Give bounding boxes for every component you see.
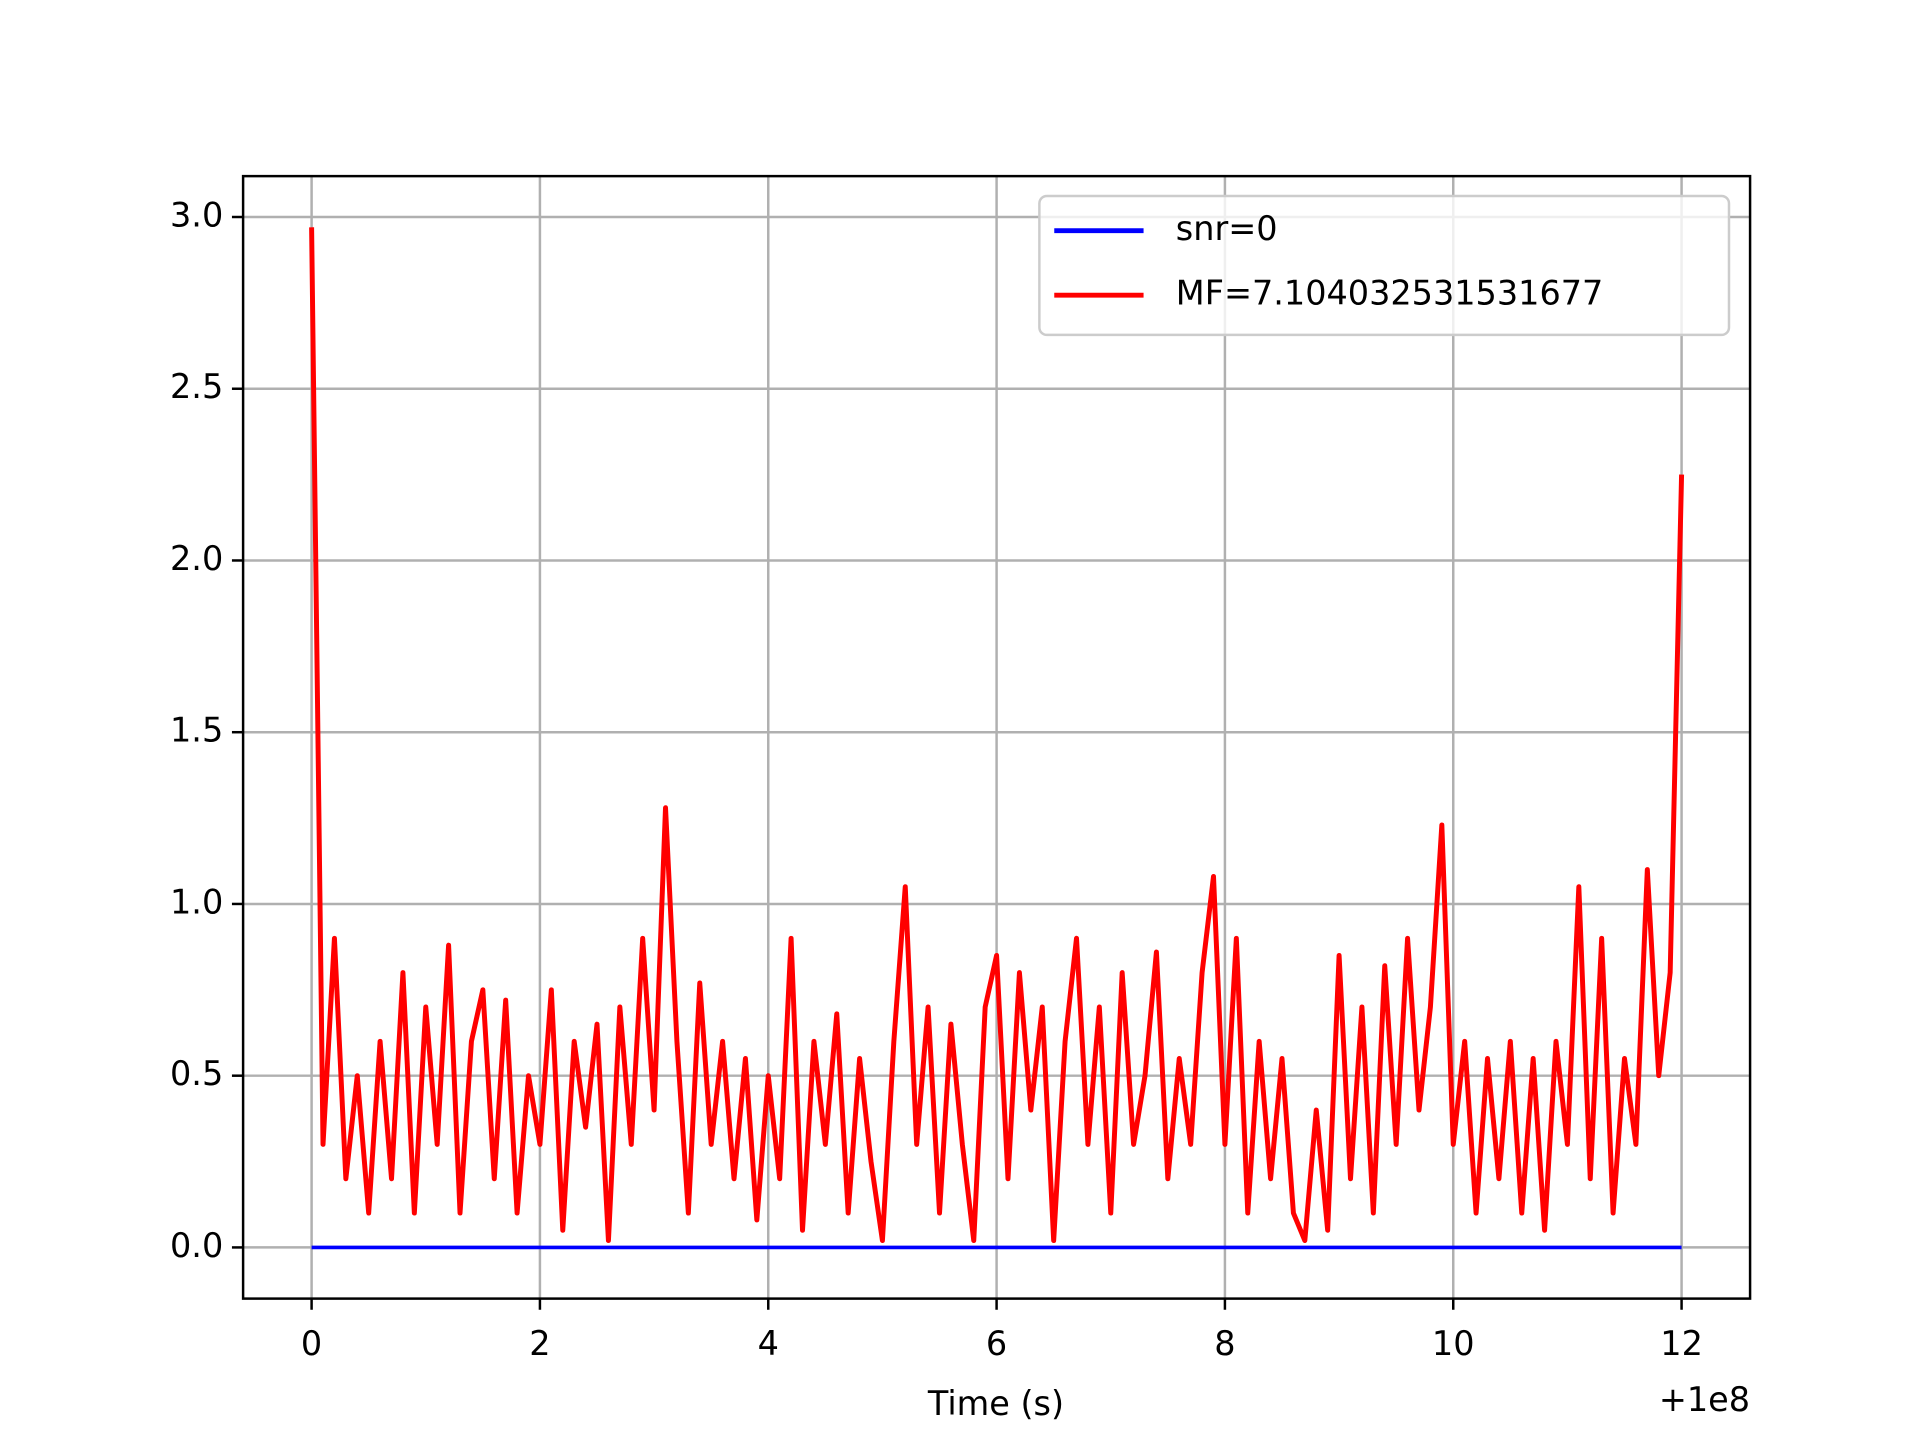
legend-box	[1038, 194, 1731, 337]
x-tick-label: 6	[986, 1324, 1007, 1363]
y-tick-label: 0.5	[170, 1054, 223, 1093]
x-tick-label: 8	[1214, 1324, 1235, 1363]
x-tick-label: 0	[301, 1324, 322, 1363]
series-line	[309, 227, 1685, 1244]
legend-label: MF=7.104032531531677	[1176, 274, 1604, 313]
y-tick-label: 2.5	[170, 367, 223, 406]
x-tick-label: 2	[529, 1324, 550, 1363]
y-tick-label: 2.0	[170, 539, 223, 578]
x-axis-label: Time (s)	[927, 1384, 1064, 1423]
y-tick-label: 1.0	[170, 882, 223, 921]
legend: snr=0 MF=7.104032531531677	[1038, 194, 1731, 337]
y-tick-label: 0.0	[170, 1226, 223, 1265]
x-tick-label: 4	[758, 1324, 779, 1363]
x-tick-label: 12	[1660, 1324, 1703, 1363]
axes-frame	[241, 174, 1752, 1300]
x-offset-label: +1e8	[1659, 1380, 1750, 1419]
x-tick-label: 10	[1432, 1324, 1475, 1363]
legend-label: snr=0	[1176, 209, 1278, 248]
y-tick-label: 1.5	[170, 711, 223, 750]
y-tick-label: 3.0	[170, 195, 223, 234]
